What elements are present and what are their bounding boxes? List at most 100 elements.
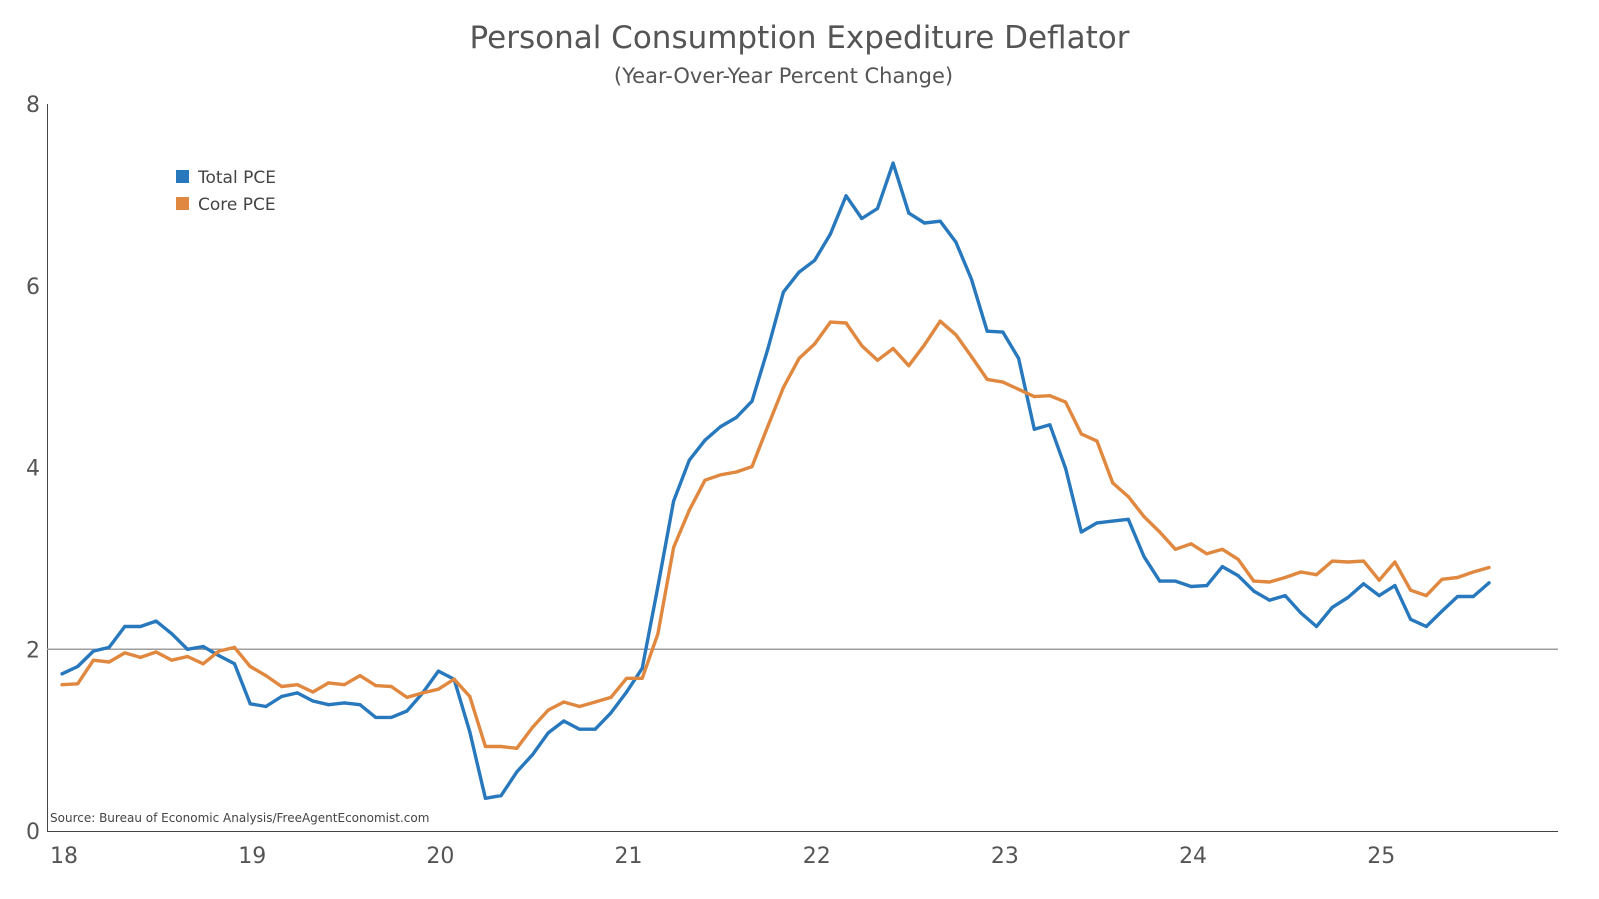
total-pce-point <box>1017 356 1021 360</box>
y-tick-label: 8 <box>26 93 40 118</box>
core-pce-point <box>1456 575 1460 580</box>
total-pce-point <box>1471 594 1475 599</box>
source-note: Source: Bureau of Economic Analysis/Free… <box>50 811 429 825</box>
total-pce-point <box>264 704 268 709</box>
total-pce-point <box>138 624 143 629</box>
y-tick-label: 4 <box>26 457 40 482</box>
total-pce-point <box>468 730 472 734</box>
core-pce-line <box>60 319 1491 750</box>
total-pce-point <box>389 715 393 720</box>
total-pce-point <box>938 219 942 223</box>
core-pce-point <box>1048 394 1052 398</box>
total-pce-point <box>1189 584 1193 589</box>
core-pce-point <box>1330 559 1334 563</box>
core-pce-point <box>938 319 942 323</box>
total-pce-point <box>1111 519 1115 523</box>
core-pce-point <box>515 746 519 750</box>
total-pce-point <box>1236 574 1240 578</box>
total-pce-point <box>922 221 927 225</box>
core-pce-point <box>1017 387 1021 391</box>
core-pce-point <box>1267 580 1272 584</box>
total-pce-point <box>248 702 252 706</box>
total-pce-point <box>232 662 237 666</box>
core-pce-point <box>1126 495 1130 499</box>
x-tick-label: 21 <box>615 844 643 869</box>
core-pce-point <box>530 725 535 730</box>
core-pce-point <box>1440 577 1444 581</box>
total-pce-point <box>891 161 895 165</box>
total-pce-point <box>640 666 644 670</box>
total-pce-points <box>60 161 1491 800</box>
total-pce-point <box>1346 595 1350 600</box>
core-pce-point <box>170 658 174 662</box>
total-pce-point <box>154 619 158 623</box>
core-pce-point <box>483 744 487 749</box>
core-pce-point <box>1205 552 1209 556</box>
total-pce-point <box>985 329 989 333</box>
core-pce-point <box>891 346 895 351</box>
core-pce-point <box>295 683 299 687</box>
series-lines <box>60 161 1491 800</box>
core-pce-point <box>138 655 143 660</box>
total-pce-point <box>311 699 315 703</box>
total-pce-point <box>687 458 691 462</box>
total-pce-point <box>734 415 738 420</box>
core-pce-legend-swatch <box>176 197 189 210</box>
core-pce-point <box>546 708 550 712</box>
core-pce-point <box>1283 575 1287 580</box>
total-pce-point <box>1126 517 1130 521</box>
total-pce-point <box>185 647 190 651</box>
core-pce-point <box>1346 560 1350 564</box>
core-pce-point <box>468 694 472 699</box>
core-pce-point <box>264 674 268 678</box>
core-pce-point <box>875 358 880 362</box>
core-pce-point <box>766 425 770 429</box>
core-pce-point <box>1487 565 1491 570</box>
chart-title: Personal Consumption Expediture Deflator <box>469 20 1130 56</box>
total-pce-point <box>1456 594 1460 599</box>
total-pce-point <box>280 694 284 699</box>
total-pce-point <box>750 399 754 403</box>
core-pce-point <box>593 700 597 704</box>
total-pce-point <box>1299 611 1303 615</box>
x-tick-label: 19 <box>238 844 266 869</box>
total-pce-point <box>1095 521 1099 525</box>
total-pce-point <box>593 727 597 731</box>
x-tick-label: 22 <box>803 844 831 869</box>
core-pce-point <box>374 684 378 688</box>
total-pce-point <box>1173 579 1177 583</box>
core-pce-point <box>656 632 660 636</box>
core-pce-point <box>232 645 237 650</box>
core-pce-point <box>1158 530 1162 534</box>
core-pce-point <box>797 356 801 360</box>
core-pce-point <box>405 695 409 700</box>
core-pce-point <box>1252 579 1256 583</box>
core-pce-legend-label: Core PCE <box>198 195 276 215</box>
total-pce-point <box>76 664 80 669</box>
core-pce-point <box>327 681 331 685</box>
total-pce-point <box>1330 605 1334 610</box>
total-pce-point <box>530 753 535 757</box>
core-pce-point <box>922 343 927 347</box>
total-pce-point <box>797 270 801 274</box>
total-pce-point <box>1487 581 1491 585</box>
core-pce-point <box>389 684 393 689</box>
total-pce-point <box>907 211 911 215</box>
total-pce-point <box>405 709 409 713</box>
total-pce-point <box>1158 579 1162 583</box>
core-pce-point <box>1299 570 1303 574</box>
total-pce-point <box>91 649 95 653</box>
x-tick-label: 18 <box>50 844 78 869</box>
core-pce-point <box>358 674 362 678</box>
core-pce-point <box>499 744 503 749</box>
core-pce-point <box>813 342 817 346</box>
total-pce-point <box>719 425 723 429</box>
core-pce-point <box>452 677 456 681</box>
total-pce-point <box>374 715 378 720</box>
core-pce-point <box>1409 588 1413 592</box>
core-pce-point <box>828 320 833 324</box>
core-pce-point <box>421 691 425 695</box>
total-pce-point <box>1409 617 1413 621</box>
total-pce-point <box>656 584 660 589</box>
